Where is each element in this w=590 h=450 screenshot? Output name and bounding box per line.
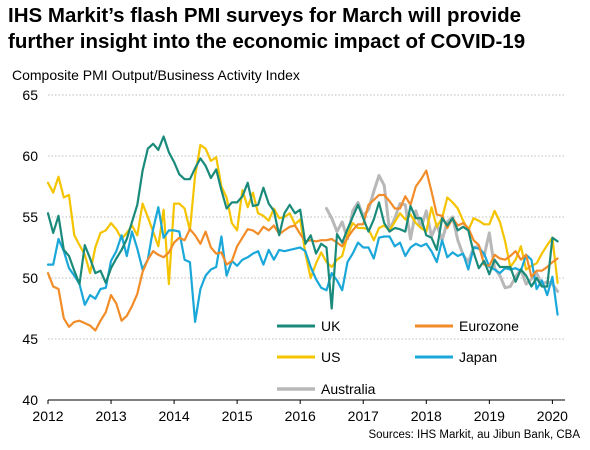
legend-label-us: US [321, 349, 340, 365]
legend-label-australia: Australia [321, 381, 376, 397]
x-tick-label: 2016 [285, 408, 316, 424]
legend: UK Eurozone US Japan Australia [277, 318, 519, 397]
y-tick-label: 60 [22, 148, 38, 164]
x-tick-label: 2017 [348, 408, 379, 424]
x-tick-label: 2012 [32, 408, 63, 424]
legend-label-eurozone: Eurozone [459, 318, 519, 334]
legend-label-uk: UK [321, 318, 341, 334]
series-line-uk [46, 135, 559, 310]
y-tick-label: 50 [22, 270, 38, 286]
x-tick-labels: 2012 2013 2014 2015 2016 2017 2018 2019 2020 [32, 408, 568, 424]
x-tick-label: 2013 [95, 408, 126, 424]
source-note: Sources: IHS Markit, au Jibun Bank, CBA [368, 429, 580, 441]
x-tick-label: 2014 [159, 408, 190, 424]
chart-title: IHS Markit’s flash PMI surveys for March… [8, 3, 586, 55]
y-axis-label: Composite PMI Output/Business Activity I… [12, 67, 300, 83]
chart-title-line-1: IHS Markit’s flash PMI surveys for March… [8, 4, 522, 27]
x-tick-label: 2019 [474, 408, 505, 424]
series-line-eurozone [46, 169, 559, 332]
y-tick-label: 55 [22, 209, 38, 225]
y-tick-label: 65 [22, 87, 38, 103]
y-tick-labels: 40 45 50 55 60 65 [22, 87, 38, 408]
series-lines [46, 135, 560, 332]
chart-title-line-2: further insight into the economic impact… [8, 30, 526, 53]
y-tick-label: 40 [22, 392, 38, 408]
series-line-australia [325, 174, 560, 293]
x-axis [47, 399, 565, 404]
gridlines [48, 94, 565, 340]
legend-label-japan: Japan [459, 349, 497, 365]
x-tick-label: 2020 [537, 408, 568, 424]
x-tick-label: 2015 [222, 408, 253, 424]
y-tick-label: 45 [22, 331, 38, 347]
x-tick-label: 2018 [411, 408, 442, 424]
